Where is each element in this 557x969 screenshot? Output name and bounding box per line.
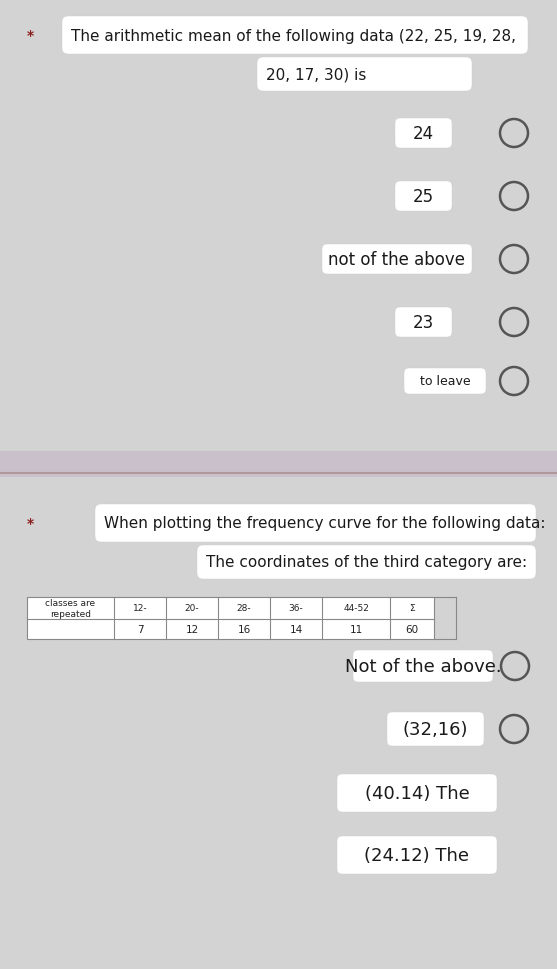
Text: 12: 12 bbox=[185, 624, 199, 635]
Text: 23: 23 bbox=[413, 314, 434, 331]
Text: 11: 11 bbox=[349, 624, 363, 635]
FancyBboxPatch shape bbox=[387, 712, 484, 746]
Text: The arithmetic mean of the following data (22, 25, 19, 28,: The arithmetic mean of the following dat… bbox=[71, 28, 516, 44]
Text: 12-: 12- bbox=[133, 604, 147, 612]
FancyBboxPatch shape bbox=[353, 650, 493, 682]
FancyBboxPatch shape bbox=[395, 119, 452, 149]
Text: 36-: 36- bbox=[289, 604, 304, 612]
Text: 24: 24 bbox=[413, 125, 434, 142]
FancyBboxPatch shape bbox=[337, 836, 497, 874]
FancyBboxPatch shape bbox=[62, 17, 528, 55]
Text: The coordinates of the third category are:: The coordinates of the third category ar… bbox=[206, 555, 527, 570]
Text: 44-52: 44-52 bbox=[343, 604, 369, 612]
Text: 7: 7 bbox=[136, 624, 143, 635]
Text: 25: 25 bbox=[413, 188, 434, 205]
FancyBboxPatch shape bbox=[197, 546, 536, 579]
Text: not of the above: not of the above bbox=[329, 251, 466, 268]
Text: (32,16): (32,16) bbox=[403, 720, 468, 738]
Text: to leave: to leave bbox=[419, 375, 470, 389]
Text: 14: 14 bbox=[290, 624, 302, 635]
FancyBboxPatch shape bbox=[257, 58, 472, 92]
Text: (40.14) The: (40.14) The bbox=[365, 784, 470, 802]
FancyBboxPatch shape bbox=[337, 774, 497, 812]
Text: 20, 17, 30) is: 20, 17, 30) is bbox=[266, 68, 367, 82]
FancyBboxPatch shape bbox=[395, 182, 452, 212]
Bar bbox=[27, 597, 434, 640]
Text: Σ: Σ bbox=[409, 604, 415, 612]
Text: 16: 16 bbox=[237, 624, 251, 635]
Bar bbox=[0, 452, 557, 478]
Text: 28-: 28- bbox=[237, 604, 251, 612]
Text: *: * bbox=[26, 516, 33, 530]
Text: Not of the above.: Not of the above. bbox=[345, 657, 501, 675]
Text: classes are
repeated: classes are repeated bbox=[46, 599, 96, 618]
FancyBboxPatch shape bbox=[404, 368, 486, 394]
Text: When plotting the frequency curve for the following data:: When plotting the frequency curve for th… bbox=[104, 516, 545, 531]
FancyBboxPatch shape bbox=[95, 505, 536, 543]
Text: *: * bbox=[26, 29, 33, 43]
Text: 20-: 20- bbox=[185, 604, 199, 612]
Text: 60: 60 bbox=[405, 624, 418, 635]
FancyBboxPatch shape bbox=[322, 245, 472, 275]
Text: (24.12) The: (24.12) The bbox=[364, 846, 470, 864]
FancyBboxPatch shape bbox=[395, 308, 452, 337]
